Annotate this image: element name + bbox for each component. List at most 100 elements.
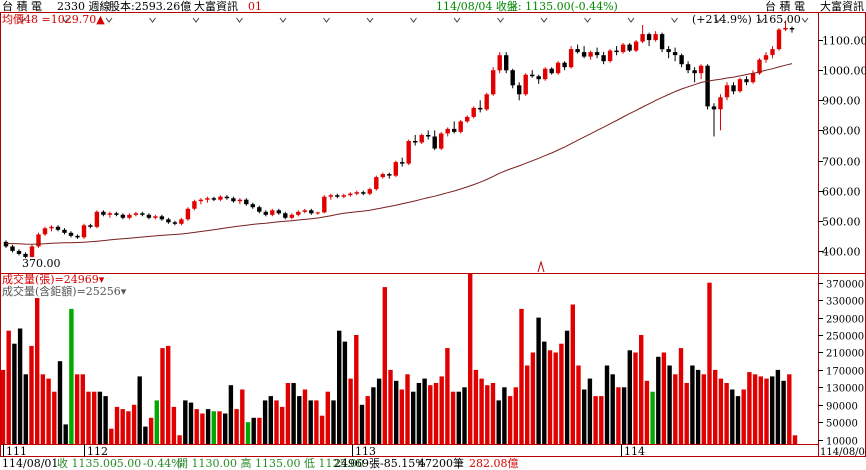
volume-bar	[758, 376, 763, 444]
candle	[231, 196, 236, 203]
candle	[504, 52, 509, 74]
footer-date: 114/08/01	[2, 457, 59, 470]
period-marker	[584, 17, 591, 23]
candle	[309, 208, 314, 215]
candle	[465, 115, 470, 123]
candle	[153, 214, 158, 220]
volume-bar	[69, 308, 74, 444]
volume-bar	[576, 365, 581, 444]
price-gridlines	[818, 40, 823, 252]
volume-bar	[217, 411, 222, 444]
candle	[517, 82, 522, 101]
right-stock-name: 台 積 電	[765, 0, 805, 13]
volume-bar	[394, 380, 399, 444]
volume-bar	[211, 411, 216, 444]
volume-bar	[422, 378, 427, 444]
period-marker	[105, 17, 113, 23]
price-tick-label: 600.00	[822, 186, 861, 199]
candle	[568, 46, 574, 69]
candle	[42, 226, 48, 236]
footer-volume: 24969張-85.15%	[334, 457, 426, 470]
volume-bar	[137, 376, 142, 444]
candle	[205, 196, 210, 203]
capital: 股本:2593.26億	[109, 0, 192, 13]
candle	[322, 195, 327, 214]
candle	[536, 74, 541, 84]
volume-bar	[97, 391, 103, 444]
volume-bar	[148, 417, 154, 444]
volume-bar	[154, 400, 159, 444]
candle	[575, 44, 580, 54]
volume-bar	[616, 387, 621, 444]
volume-bar	[302, 389, 308, 444]
time-axis-labels: 111 112 113 114	[3, 444, 645, 458]
candle	[257, 205, 262, 214]
volume-bar	[718, 378, 724, 444]
outer-frame	[0, 12, 866, 457]
volume-label-2: 成交量(含鉅額)=25256▾	[2, 285, 127, 298]
candle	[718, 94, 723, 131]
candle	[406, 139, 411, 166]
candle	[10, 244, 15, 253]
candle	[601, 52, 606, 65]
candle	[16, 249, 22, 256]
volume-bar	[468, 274, 473, 444]
volume-bar	[411, 391, 416, 444]
candle	[776, 28, 782, 51]
volume-bar	[314, 400, 319, 444]
candle	[484, 92, 489, 111]
candle	[653, 31, 658, 42]
footer-ohlc: 開 1130.00 高 1135.00 低 1125.00	[177, 457, 364, 470]
candlesticks	[3, 20, 795, 259]
period-marker	[18, 17, 26, 23]
period-marker	[671, 17, 678, 23]
volume-tick-label: 290000	[826, 315, 864, 326]
volume-bar	[513, 387, 518, 444]
volume-bar	[114, 406, 120, 444]
chart-frame	[0, 12, 866, 457]
volume-bar	[525, 365, 530, 444]
volume-bar	[52, 391, 57, 444]
volume-bar	[690, 365, 695, 444]
volume-tick-label: 10000	[826, 437, 858, 448]
candle	[627, 43, 632, 53]
volume-bar	[445, 348, 450, 444]
volume-bar	[376, 378, 382, 444]
volume-bar	[0, 369, 6, 444]
volume-bar	[274, 400, 279, 444]
volume-bar	[627, 350, 632, 444]
volume-bar	[257, 417, 262, 444]
candle	[666, 46, 671, 59]
candle	[731, 82, 736, 95]
volume-bar	[382, 287, 387, 444]
candle	[581, 46, 587, 59]
candle	[283, 211, 288, 220]
candle	[419, 133, 424, 144]
volume-bar	[530, 352, 536, 444]
volume-bar	[787, 374, 792, 444]
volume-bar	[131, 404, 137, 444]
moving-average-line	[5, 63, 793, 245]
candle	[3, 240, 9, 248]
time-label: 111	[6, 445, 27, 458]
candle	[166, 217, 171, 224]
volume-bar	[177, 435, 182, 444]
volume-bar	[462, 387, 467, 444]
code-period: 2330 週線	[57, 0, 111, 13]
candle	[770, 46, 775, 59]
volume-bar	[770, 376, 775, 444]
volume-bar	[684, 383, 689, 444]
volume-bar	[502, 387, 507, 444]
candle	[478, 100, 483, 113]
low-note: 370.00	[22, 257, 61, 270]
volume-bar	[297, 396, 302, 444]
candle	[114, 211, 119, 217]
candle	[23, 252, 28, 259]
candle	[413, 135, 418, 146]
volume-tick-label: 50000	[826, 419, 858, 430]
volume-bar	[707, 282, 712, 444]
period-marker	[279, 17, 287, 23]
candle	[140, 211, 145, 217]
candle	[348, 192, 353, 197]
volume-bar	[428, 385, 433, 444]
